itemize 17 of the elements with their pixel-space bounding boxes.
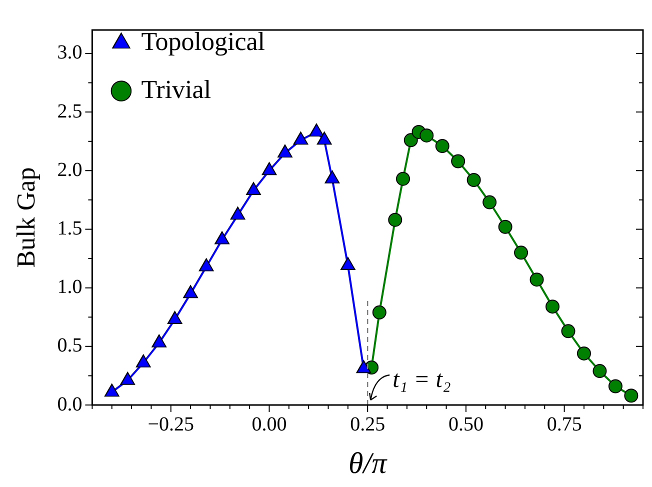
x-tick-label: 0.25 xyxy=(350,413,386,436)
x-tick-label: 0.00 xyxy=(252,413,287,436)
legend-label: Topological xyxy=(141,26,266,56)
x-axis-title: θ/π xyxy=(348,446,388,480)
x-tick-label: −0.25 xyxy=(148,413,194,436)
y-axis-title: Bulk Gap xyxy=(11,167,40,268)
y-tick-label: 1.5 xyxy=(57,217,82,240)
y-tick-label: 0.0 xyxy=(57,393,82,416)
y-tick-label: 2.0 xyxy=(57,158,82,181)
x-tick-label: 0.75 xyxy=(546,413,582,436)
y-tick-label: 3.0 xyxy=(57,42,82,64)
annotation: t₁ = t₂ xyxy=(392,367,451,393)
y-tick-label: 0.5 xyxy=(57,334,82,357)
legend-label: Trivial xyxy=(141,74,212,104)
y-tick-label: 2.5 xyxy=(57,100,82,122)
x-tick-label: 0.50 xyxy=(448,413,484,436)
y-tick-label: 1.0 xyxy=(57,276,82,298)
